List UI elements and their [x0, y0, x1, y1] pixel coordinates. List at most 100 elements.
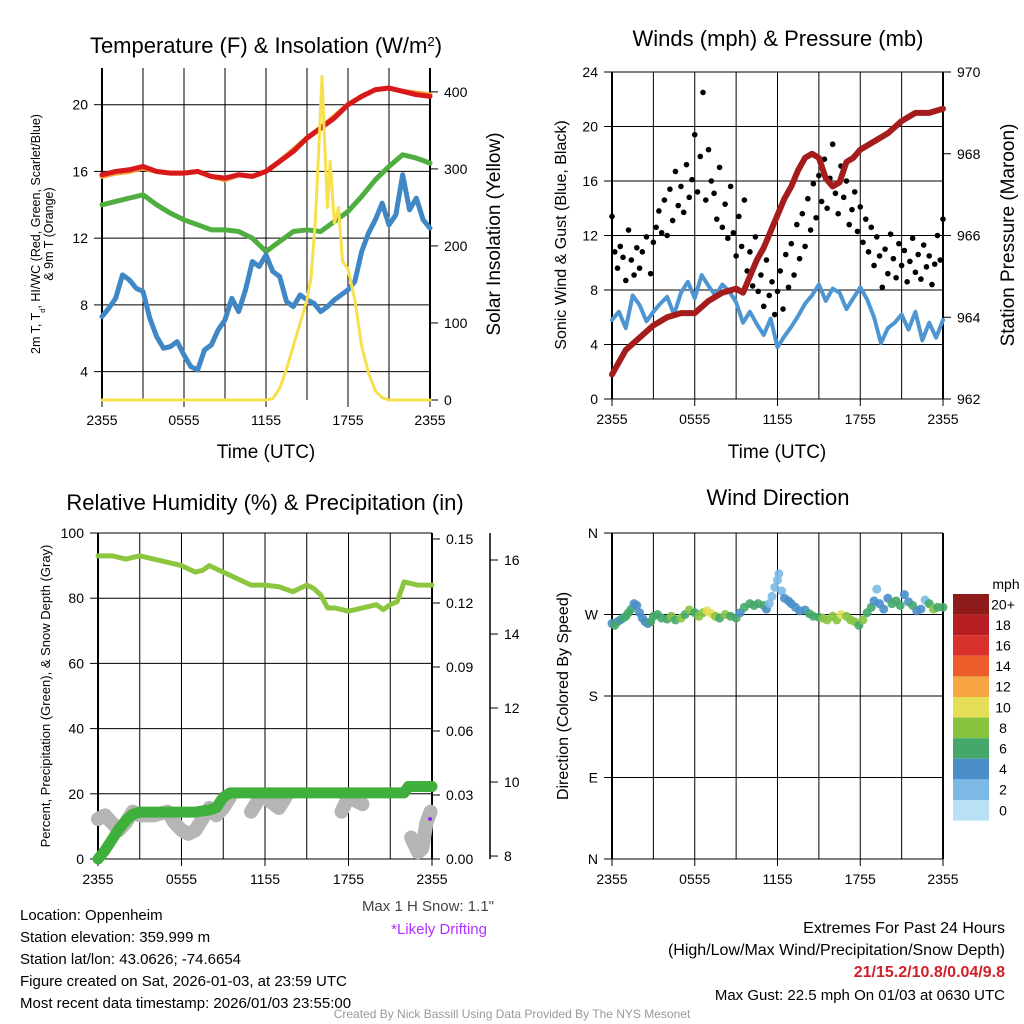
gust-point	[810, 180, 817, 187]
x-tick-label: 0555	[168, 412, 199, 428]
gust-point	[634, 244, 640, 251]
gust-point	[738, 243, 745, 250]
x-tick-label: 2355	[596, 411, 627, 427]
gust-point	[785, 284, 792, 291]
chart-title: Temperature (F) & Insolation (W/m2)	[90, 33, 442, 58]
gust-point	[656, 208, 662, 214]
gust-point	[851, 189, 858, 195]
chart-title: Relative Humidity (%) & Precipitation (i…	[66, 490, 463, 515]
gust-point	[926, 253, 933, 259]
x-tick-label: 0555	[166, 871, 197, 887]
max-gust-label: Max Gust: 22.5 mph On 01/03 at 0630 UTC	[714, 987, 1005, 1004]
series-hi-wc	[99, 172, 433, 373]
colorbar-swatch	[953, 779, 989, 800]
likely-drifting-note: *Likely Drifting	[391, 921, 487, 938]
gust-point	[887, 231, 894, 237]
gust-point	[893, 274, 899, 281]
gust-point	[920, 242, 927, 248]
wind-direction-point	[777, 586, 787, 596]
gust-point	[708, 178, 715, 184]
y-tick-label: 12	[72, 230, 88, 246]
gust-point	[843, 178, 850, 184]
gust-point	[915, 251, 921, 258]
x-axis-label: Time (UTC)	[217, 442, 316, 463]
gust-point	[749, 283, 756, 289]
gust-point	[766, 292, 773, 299]
y2-tick-label: 962	[957, 391, 981, 407]
snow-axis-tick-label: 10	[504, 774, 520, 790]
extremes-legend: (High/Low/Max Wind/Precipitation/Snow De…	[667, 942, 1005, 959]
colorbar-label: 4	[999, 761, 1007, 777]
x-tick-label: 1755	[332, 412, 363, 428]
gust-point	[730, 229, 737, 236]
y2-axis-label: Station Pressure (Maroon)	[998, 124, 1019, 347]
series-sonic-wind	[610, 273, 945, 350]
y-tick-label: 20	[72, 97, 88, 113]
series-snow-depth	[262, 789, 293, 815]
gust-point	[780, 306, 786, 312]
colorbar-label: 20+	[991, 596, 1015, 612]
colorbar-label: 10	[995, 699, 1011, 715]
gust-point	[658, 229, 665, 236]
gust-point	[678, 183, 684, 190]
gust-point	[940, 216, 946, 222]
y-tick-label: W	[585, 607, 599, 623]
x-tick-label: 1155	[251, 412, 281, 428]
y2-tick-label: 400	[444, 84, 468, 100]
chart-title: Wind Direction	[706, 485, 849, 510]
chart-title: Winds (mph) & Pressure (mb)	[633, 26, 924, 51]
gust-point	[769, 279, 775, 285]
gust-point	[890, 255, 897, 262]
y2-tick-label: 968	[957, 146, 981, 162]
gust-point	[918, 276, 924, 282]
gust-point	[683, 161, 690, 168]
colorbar-swatch	[953, 758, 989, 780]
gust-point	[876, 253, 883, 259]
gust-point	[777, 268, 784, 274]
gust-point	[716, 164, 723, 171]
snow-axis-tick-label: 14	[504, 626, 520, 642]
precip-axis-tick-label: 0.09	[446, 659, 473, 675]
colorbar-swatch	[953, 635, 989, 656]
x-tick-label: 2355	[927, 411, 958, 427]
y2-tick-label: 100	[444, 315, 468, 331]
gust-point	[711, 190, 717, 197]
colorbar-label: 2	[999, 782, 1007, 798]
gust-point	[854, 228, 861, 235]
gust-point	[614, 265, 621, 272]
x-tick-label: 0555	[679, 871, 710, 887]
series-snow-depth	[404, 804, 438, 860]
gust-point	[653, 224, 659, 231]
y-tick-label: 0	[590, 391, 598, 407]
gust-point	[760, 303, 767, 310]
elevation-label: Station elevation: 359.999 m	[20, 929, 211, 946]
gust-point	[691, 131, 698, 138]
wind-direction-point	[899, 590, 909, 600]
y-tick-label: 40	[68, 721, 84, 737]
series-precipitation	[92, 780, 438, 865]
gust-point	[862, 216, 869, 222]
figure-created-label: Figure created on Sat, 2026-01-03, at 23…	[20, 973, 347, 990]
y2-tick-label: 0	[444, 392, 452, 408]
gust-point	[661, 197, 668, 203]
gust-point	[799, 210, 806, 217]
gust-point	[907, 258, 913, 265]
gust-point	[796, 255, 803, 262]
gust-point	[650, 239, 657, 246]
gust-point	[898, 262, 905, 269]
colorbar-label: 16	[995, 638, 1011, 654]
colorbar-swatch	[953, 676, 989, 697]
wind-direction-point	[872, 584, 882, 594]
gust-point	[896, 240, 902, 247]
snow-axis-tick-label: 12	[504, 700, 520, 716]
recent-data-label: Most recent data timestamp: 2026/01/03 2…	[20, 995, 352, 1012]
colorbar-label: 12	[995, 679, 1011, 695]
x-tick-label: 1755	[845, 411, 876, 427]
x-tick-label: 2355	[596, 871, 627, 887]
precip-axis-tick-label: 0.00	[446, 851, 473, 867]
wind-direction-point	[895, 600, 905, 610]
wind-direction-point	[632, 600, 642, 610]
y-axis-label-line2: & 9m T (Orange)	[42, 187, 56, 280]
x-tick-label: 2355	[927, 871, 958, 887]
x-tick-label: 2355	[86, 412, 117, 428]
